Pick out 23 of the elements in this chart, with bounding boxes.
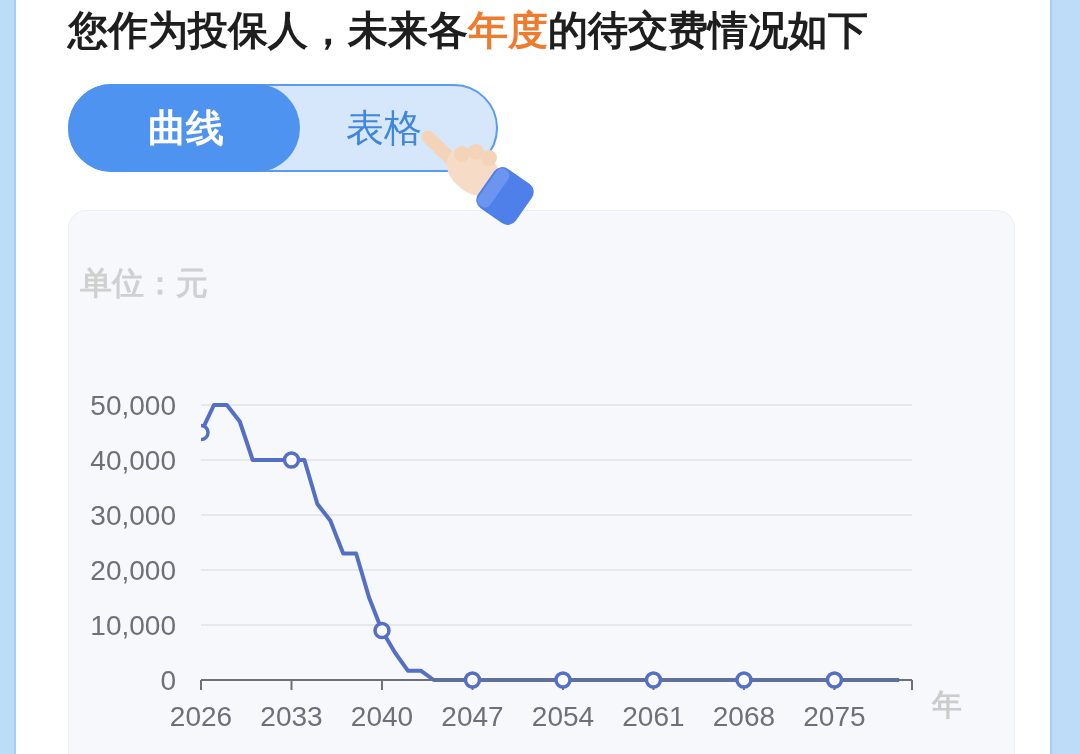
y-tick-label: 0 [160, 664, 176, 696]
x-tick-label: 2068 [712, 700, 776, 732]
y-tick-label: 50,000 [90, 389, 176, 421]
x-tick-label: 2075 [803, 700, 866, 732]
y-tick-label: 10,000 [90, 609, 176, 641]
x-tick-label: 2061 [622, 700, 685, 732]
y-tick-label: 30,000 [90, 499, 176, 531]
x-tick-label: 2033 [260, 700, 323, 732]
x-tick-label: 2040 [350, 700, 414, 732]
x-tick-label: 2047 [441, 700, 504, 732]
point [825, 671, 844, 689]
chart-title: 您作为投保人，未来各年度的待交费情况如下 [68, 8, 868, 52]
x-tick-label: 2054 [531, 700, 595, 732]
y-tick-label: 20,000 [90, 554, 176, 586]
point [644, 671, 663, 689]
point [554, 671, 572, 689]
point [463, 671, 482, 689]
point [282, 451, 301, 469]
point [735, 671, 753, 689]
toggle-switch: 曲线 表格 [68, 84, 498, 172]
y-tick-label: 40,000 [90, 444, 176, 476]
x-tick-label: 2026 [169, 700, 233, 732]
point [373, 621, 391, 640]
